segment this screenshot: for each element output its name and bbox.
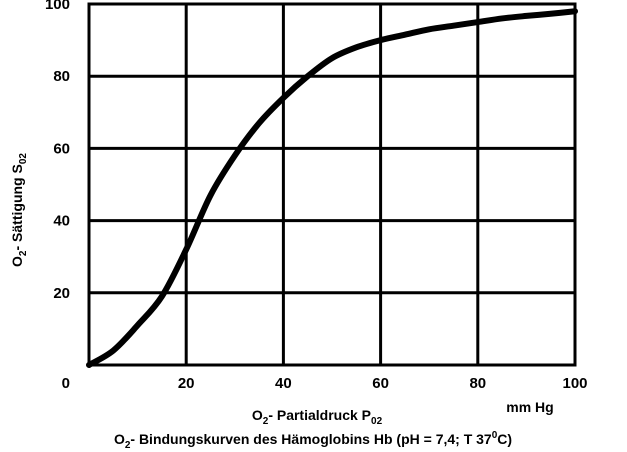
y-tick-label: 0 [62,375,70,392]
y-tick-label: 80 [53,68,70,85]
curve-layer [86,8,578,368]
x-tick-label: 100 [562,375,587,392]
plot-frame [87,2,577,367]
series-line [86,8,578,368]
y-axis-label: O2- Sättigung S02 [9,153,29,267]
x-tick-label: 60 [372,375,389,392]
x-tick-label: 40 [275,375,292,392]
x-axis-label: O2- Partialdruck P02 [252,407,383,427]
y-tick-label: 40 [53,213,70,230]
grid [87,2,577,367]
x-tick-label: 20 [178,375,195,392]
y-tick-label: 60 [53,140,70,157]
chart-caption: O2- Bindungskurven des Hämoglobins Hb (p… [114,430,512,451]
x-unit-label: mm Hg [506,399,553,415]
y-tick-label: 100 [45,0,70,13]
tick-labels: 20 40 60 80 100 0 20 40 60 80 100 [45,0,588,392]
y-tick-label: 20 [53,285,70,302]
x-tick-label: 80 [469,375,486,392]
